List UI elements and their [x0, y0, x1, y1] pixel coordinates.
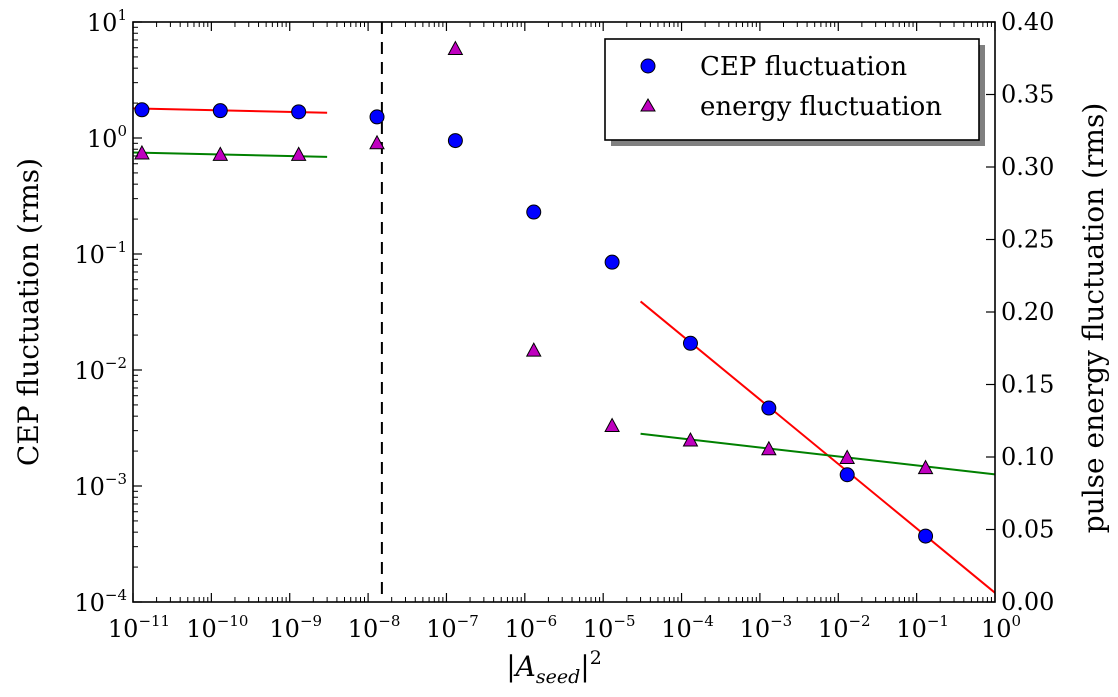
y-right-tick-label: 0.15: [1001, 371, 1054, 399]
energy-point: [212, 146, 229, 161]
x-tick-label: 10−10: [186, 612, 248, 643]
y-right-tick-label: 0.00: [1001, 588, 1054, 616]
y-right-tick-label: 0.35: [1001, 81, 1054, 109]
cep-point: [761, 400, 777, 416]
x-tick-label: 100: [981, 612, 1021, 643]
cep-point: [369, 109, 385, 125]
legend-marker-energy: [640, 98, 656, 112]
data-points: [134, 40, 934, 544]
x-tick-label: 10−3: [740, 612, 793, 643]
x-tick-label: 10−5: [583, 612, 636, 643]
x-tick-label: 10−9: [269, 612, 322, 643]
energy-point: [447, 40, 464, 56]
x-tick-label: 10−1: [896, 612, 949, 643]
cep-point: [291, 104, 307, 120]
energy-point: [917, 459, 934, 475]
cep-point: [212, 103, 228, 119]
y-left-tick-label: 10−3: [74, 470, 127, 501]
y-right-tick-label: 0.30: [1001, 153, 1054, 181]
energy-point: [682, 431, 699, 447]
x-tick-label: 10−2: [818, 612, 871, 643]
x-axis-label: |Aseed|2: [506, 647, 602, 688]
x-tick-label: 10−6: [504, 612, 557, 643]
y-left-tick-label: 10−4: [74, 586, 127, 617]
fit-line: [640, 432, 996, 476]
cep-point: [134, 102, 150, 118]
cep-point: [526, 204, 542, 220]
y-right-tick-label: 0.05: [1001, 516, 1054, 544]
axis-ticks: 10−11 10−10 10−9 10−8 10−7 10−6 10−5 10−4 10−3 10…: [74, 6, 1054, 643]
x-tick-label: 10−8: [348, 612, 401, 643]
energy-point: [839, 449, 856, 464]
cep-point: [839, 467, 855, 483]
y-left-tick-label: 10−1: [74, 238, 127, 269]
legend-label-energy: energy fluctuation: [700, 92, 942, 122]
x-axis-label-sub: seed: [536, 666, 580, 688]
y-axis-label-left: CEP fluctuation (rms): [12, 158, 45, 466]
fit-line: [639, 300, 996, 594]
legend-marker-cep: [640, 58, 656, 74]
cep-point: [682, 335, 698, 351]
energy-point: [761, 440, 777, 456]
legend: CEP fluctuation energy fluctuation: [604, 38, 985, 146]
legend-label-cep: CEP fluctuation: [700, 52, 907, 82]
x-axis-label-sup: 2: [590, 647, 602, 669]
x-tick-label: 10−7: [426, 612, 479, 643]
y-left-tick-label: 101: [87, 6, 127, 37]
y-right-tick-label: 0.20: [1001, 298, 1054, 326]
energy-point: [604, 417, 620, 433]
energy-point: [290, 146, 307, 161]
y-left-tick-label: 10−2: [74, 354, 127, 385]
y-left-tick-label: 100: [87, 122, 127, 153]
cep-point: [447, 133, 463, 149]
energy-point: [369, 134, 385, 150]
x-axis-label-close: |: [580, 650, 589, 683]
x-tick-label: 10−11: [108, 612, 170, 643]
cep-point: [918, 528, 934, 544]
cep-point: [604, 254, 620, 270]
energy-point: [525, 342, 542, 357]
legend-box: [604, 38, 980, 141]
x-axis-label-base: |A: [506, 650, 536, 683]
y-right-tick-label: 0.25: [1001, 226, 1054, 254]
y-axis-label-right: pulse energy fluctuation (rms): [1077, 103, 1110, 533]
y-right-tick-label: 0.40: [1001, 8, 1054, 36]
x-tick-label: 10−4: [661, 612, 714, 643]
y-right-tick-label: 0.10: [1001, 443, 1054, 471]
energy-point: [134, 144, 150, 160]
fit-lines: [132, 107, 996, 594]
